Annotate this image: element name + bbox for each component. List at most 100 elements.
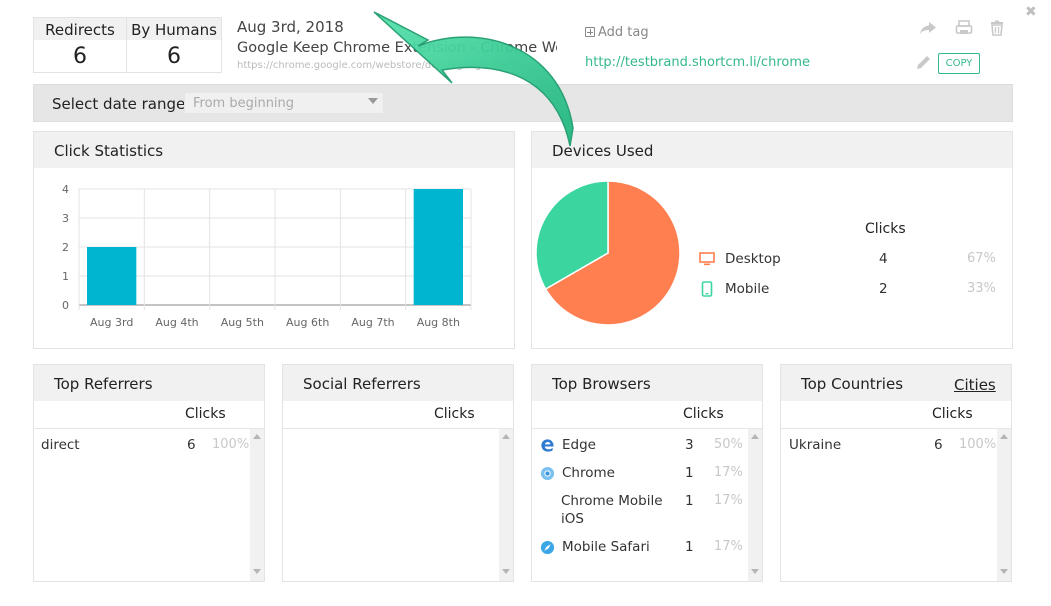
pie-slice [535, 180, 609, 291]
close-icon[interactable]: ✖ [1025, 4, 1037, 20]
browser-percent: 50% [714, 437, 743, 452]
device-clicks: 2 [879, 281, 888, 297]
clicks-header: Clicks [185, 406, 226, 422]
link-title[interactable]: Google Keep Chrome Extension - Chrome We… [237, 40, 557, 56]
referrer-clicks: 6 [187, 437, 196, 453]
humans-stat: By Humans 6 [126, 17, 222, 73]
add-tag-label: Add tag [598, 25, 649, 40]
top-referrers-title: Top Referrers [34, 365, 264, 401]
add-tag-button[interactable]: Add tag [585, 25, 649, 40]
x-tick-label: Aug 8th [417, 316, 460, 329]
plus-box-icon [585, 27, 595, 37]
clicks-header: Clicks [932, 406, 973, 422]
scroll-up-icon[interactable] [253, 434, 261, 439]
social-referrers-panel: Social Referrers Clicks [282, 364, 514, 582]
trash-icon[interactable] [987, 18, 1007, 38]
table-header: Clicks [532, 401, 762, 429]
click-statistics-panel: Click Statistics 0 1 2 3 4 Aug 3rd Aug 4th Aug … [33, 131, 515, 349]
short-url-link[interactable]: http://testbrand.shortcm.li/chrome [585, 55, 810, 70]
copy-button[interactable]: COPY [938, 53, 980, 74]
x-tick-label: Aug 6th [286, 316, 329, 329]
scroll-up-icon[interactable] [502, 434, 510, 439]
device-percent: 33% [967, 281, 996, 296]
redirects-label: Redirects [34, 18, 126, 40]
click-statistics-title: Click Statistics [34, 132, 514, 168]
x-tick-label: Aug 5th [221, 316, 264, 329]
referrer-name: direct [41, 437, 80, 453]
scroll-down-icon[interactable] [1000, 569, 1008, 574]
device-clicks: 4 [879, 251, 888, 267]
top-browsers-panel: Top Browsers Clicks Edge 3 50% Chrome 1 … [531, 364, 763, 582]
devices-panel: Devices Used Clicks Desktop 4 67% Mobile… [531, 131, 1013, 349]
devices-title: Devices Used [532, 132, 1012, 168]
scroll-down-icon[interactable] [253, 569, 261, 574]
y-tick-label: 3 [62, 212, 69, 225]
browser-name: Chrome [562, 465, 615, 481]
top-browsers-title: Top Browsers [532, 365, 762, 401]
scrollbar[interactable] [499, 429, 513, 581]
country-clicks: 6 [934, 437, 943, 453]
devices-pie-chart [535, 180, 681, 326]
link-date: Aug 3rd, 2018 [237, 18, 344, 36]
country-percent: 100% [959, 437, 997, 452]
y-tick-label: 4 [62, 183, 69, 196]
bar [413, 189, 463, 305]
pie-slice [544, 180, 681, 326]
device-name: Mobile [725, 281, 770, 297]
browser-percent: 17% [714, 493, 743, 508]
clicks-header: Clicks [683, 406, 724, 422]
desktop-icon [699, 252, 715, 266]
safari-icon [540, 540, 555, 555]
print-icon[interactable] [954, 18, 974, 38]
browser-clicks: 3 [685, 437, 694, 453]
browser-clicks: 1 [685, 465, 694, 481]
scroll-down-icon[interactable] [751, 569, 759, 574]
top-countries-title: Top Countries [781, 365, 1011, 401]
scroll-up-icon[interactable] [751, 434, 759, 439]
date-range-select[interactable]: From beginning [184, 92, 384, 114]
table-row: Chrome Mobile iOS 1 17% [532, 493, 748, 529]
link-original-url[interactable]: https://chrome.google.com/webstore/detai… [237, 60, 518, 71]
browser-percent: 17% [714, 465, 743, 480]
scroll-up-icon[interactable] [1000, 434, 1008, 439]
browser-name: Chrome Mobile [561, 493, 663, 509]
top-countries-panel: Top Countries Cities Clicks Ukraine 6 10… [780, 364, 1012, 582]
x-tick-label: Aug 4th [155, 316, 198, 329]
y-tick-label: 2 [62, 241, 69, 254]
mobile-icon [701, 281, 713, 297]
y-tick-label: 1 [62, 270, 69, 283]
table-header: Clicks [781, 401, 1011, 429]
chevron-down-icon[interactable] [368, 98, 378, 104]
edit-pencil-icon[interactable] [914, 53, 934, 73]
browser-name: Mobile Safari [562, 539, 650, 555]
country-name: Ukraine [789, 437, 842, 453]
redirects-value: 6 [73, 44, 87, 69]
device-percent: 67% [967, 251, 996, 266]
date-range-label: Select date range: [52, 95, 191, 113]
y-tick-label: 0 [62, 299, 69, 312]
edge-icon [541, 439, 554, 452]
scrollbar[interactable] [250, 429, 264, 581]
table-header: Clicks [34, 401, 264, 429]
browser-clicks: 1 [685, 539, 694, 555]
table-header: Clicks [283, 401, 513, 429]
scrollbar[interactable] [748, 429, 762, 581]
top-referrers-panel: Top Referrers Clicks direct 6 100% [33, 364, 265, 582]
click-statistics-chart: 0 1 2 3 4 Aug 3rd Aug 4th Aug 5th Aug 6th Aug 7th… [62, 183, 472, 329]
device-row: Desktop 4 67% [699, 250, 999, 272]
humans-value: 6 [167, 44, 181, 69]
social-referrers-title: Social Referrers [283, 365, 513, 401]
cities-link[interactable]: Cities [954, 376, 996, 394]
bar [87, 247, 137, 305]
browser-name: Edge [562, 437, 596, 453]
x-tick-label: Aug 3rd [90, 316, 133, 329]
scrollbar[interactable] [997, 429, 1011, 581]
redirects-stat: Redirects 6 [33, 17, 127, 73]
browser-percent: 17% [714, 539, 743, 554]
chrome-icon [540, 466, 555, 481]
device-row: Mobile 2 33% [699, 280, 999, 302]
clicks-header: Clicks [434, 406, 475, 422]
share-icon[interactable] [918, 18, 938, 38]
scroll-down-icon[interactable] [502, 569, 510, 574]
referrer-percent: 100% [212, 437, 250, 452]
